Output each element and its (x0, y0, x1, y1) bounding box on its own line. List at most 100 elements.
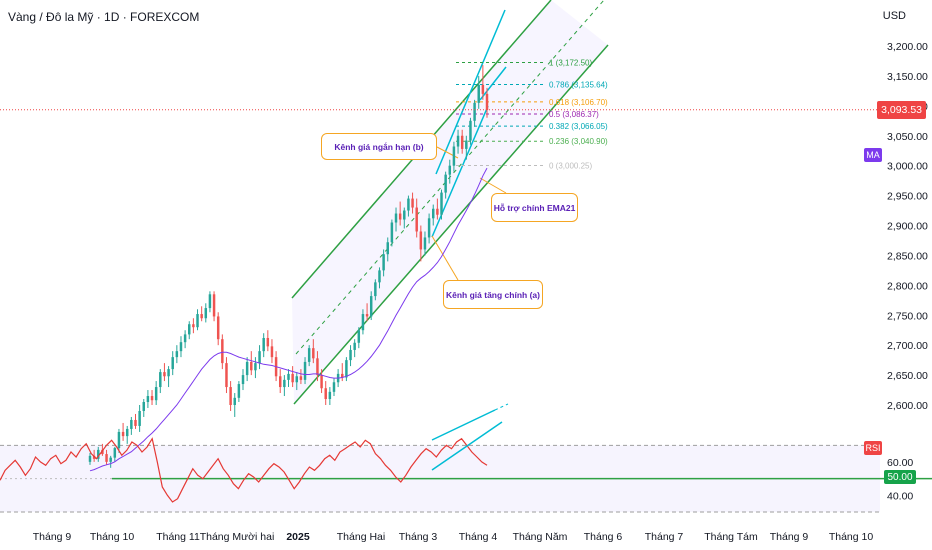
candle-body (456, 135, 460, 147)
price-tick: 3,200.00 (887, 41, 928, 53)
fib-label: 0.786 (3,135.64) (549, 81, 608, 90)
candle-body (369, 296, 373, 317)
short-channel-ext (479, 66, 507, 101)
candle-body (419, 231, 423, 250)
rsi-tick: 40.00 (887, 490, 913, 502)
candle-body (328, 391, 332, 400)
candle-body (266, 337, 270, 347)
candle-body (262, 337, 265, 352)
time-tick: Tháng Năm (513, 531, 568, 543)
candle-body (398, 213, 402, 220)
candle-body (374, 282, 377, 297)
candle-body (349, 349, 352, 361)
candle-body (179, 342, 183, 352)
time-tick: Tháng Hai (337, 531, 385, 543)
time-tick: 2025 (286, 531, 310, 543)
candle-body (299, 376, 303, 380)
candle-body (212, 294, 216, 317)
candle-body (159, 372, 162, 388)
candle-body (295, 376, 299, 383)
rsi-channel-upper (431, 409, 496, 441)
candle-body (444, 174, 447, 193)
callout-main-channel: Kênh giá tăng chính (a) (443, 280, 543, 309)
fib-label: 1 (3,172.50) (549, 58, 592, 67)
candle-body (171, 357, 174, 370)
candle-body (431, 208, 435, 219)
time-tick: Tháng 3 (399, 531, 438, 543)
candle-body (278, 376, 282, 388)
candle-body (92, 455, 96, 459)
last-price-badge: 3,093.53 (877, 101, 926, 119)
candle-body (229, 387, 232, 405)
candle-body (138, 410, 141, 426)
candle-body (113, 448, 117, 458)
callout-leader (431, 235, 459, 281)
price-tick: 2,650.00 (887, 370, 928, 382)
candle-body (469, 120, 472, 141)
candle-body (142, 402, 146, 411)
fib-label: 0.5 (3,086.37) (549, 110, 599, 119)
price-tick: 2,800.00 (887, 280, 928, 292)
price-tick: 2,850.00 (887, 250, 928, 262)
time-tick: Tháng 11 (156, 531, 200, 543)
candle-body (324, 388, 327, 400)
price-tick: 2,700.00 (887, 340, 928, 352)
time-tick: Tháng 9 (770, 531, 809, 543)
candle-body (436, 208, 439, 215)
time-tick: Tháng 6 (584, 531, 623, 543)
candle-body (427, 218, 431, 238)
candle-body (241, 375, 245, 385)
candle-body (316, 358, 319, 376)
candle-body (465, 140, 468, 149)
rsi-panel: 60.0050.00 40.00 (0, 444, 932, 513)
price-tick: 2,600.00 (887, 400, 928, 412)
candle-body (237, 384, 241, 398)
candle-body (146, 396, 150, 403)
ma-badge[interactable]: MA (864, 148, 882, 162)
candle-body (270, 346, 274, 358)
time-tick: Tháng 4 (459, 531, 498, 543)
price-tick: 3,050.00 (887, 131, 928, 143)
candle-body (341, 373, 344, 378)
rsi-badge[interactable]: RSI (864, 441, 882, 455)
candle-body (200, 314, 203, 319)
candle-body (287, 373, 290, 380)
candle-body (196, 314, 199, 328)
candle-body (411, 198, 414, 208)
price-tick: 3,150.00 (887, 71, 928, 83)
candle-body (378, 270, 381, 283)
candle-body (320, 375, 323, 389)
time-tick: Tháng Mười hai (200, 531, 275, 543)
candle-body (448, 165, 452, 175)
candle-body (460, 135, 464, 149)
candle-body (481, 84, 485, 94)
candle-body (477, 84, 480, 103)
ma21-line (89, 167, 488, 472)
rsi-line (0, 403, 509, 503)
fib-label: 0.382 (3,066.05) (549, 122, 608, 131)
candle-body (130, 419, 133, 429)
candle-body (154, 387, 158, 401)
candle-body (150, 396, 154, 401)
candle-body (283, 379, 286, 388)
candle-body (105, 454, 108, 462)
candle-body (188, 324, 191, 335)
candle-body (473, 102, 476, 121)
candle-body (121, 431, 125, 437)
price-tick: 2,900.00 (887, 221, 928, 233)
candle-body (332, 382, 336, 392)
candle-body (440, 192, 443, 215)
candle-body (452, 146, 456, 166)
candle-body (415, 207, 418, 232)
time-tick: Tháng 10 (90, 531, 135, 543)
candle-body (183, 334, 187, 343)
candle-body (163, 372, 166, 377)
price-tick: 2,950.00 (887, 191, 928, 203)
candle-body (167, 369, 170, 377)
candle-body (233, 397, 236, 405)
fib-label: 0.236 (3,040.90) (549, 137, 608, 146)
candle-body (353, 342, 356, 350)
candle-body (88, 455, 92, 462)
candle-body (407, 198, 410, 211)
